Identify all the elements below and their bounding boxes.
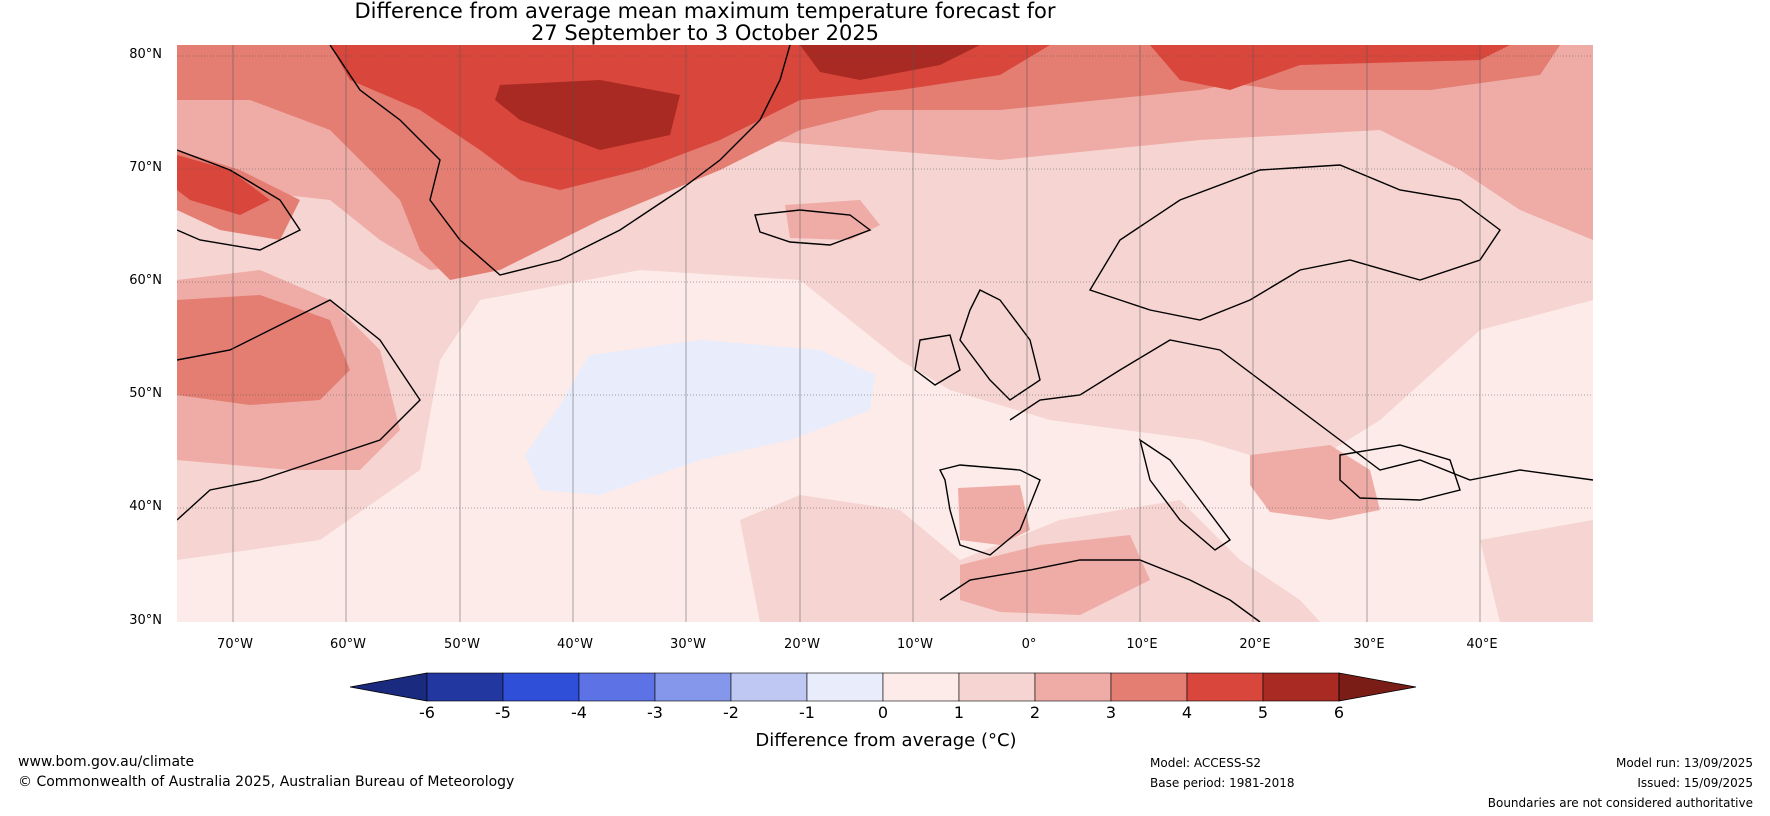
lon-label-20e: 20°E xyxy=(1239,637,1271,652)
colorbar-bin xyxy=(730,672,808,702)
lat-label-40n: 40°N xyxy=(129,499,162,514)
colorbar-tick: 1 xyxy=(953,703,965,722)
colorbar-bin xyxy=(578,672,656,702)
greenland-warm xyxy=(330,45,1050,190)
colorbar-tick: -6 xyxy=(419,703,435,722)
lat-label-70n: 70°N xyxy=(129,160,162,175)
gridlines xyxy=(177,55,1593,509)
north-africa-warm xyxy=(960,535,1150,615)
iceland-coast xyxy=(754,209,872,246)
labrador-warm xyxy=(177,295,350,405)
model-text: Model: ACCESS-S2 xyxy=(1150,756,1262,770)
colorbar-bin xyxy=(1034,672,1112,702)
ireland-coast xyxy=(914,334,961,386)
colorbar-bin xyxy=(502,672,580,702)
lon-label-10e: 10°E xyxy=(1126,637,1158,652)
balkans-warm xyxy=(1250,445,1380,520)
colorbar-bin xyxy=(654,672,732,702)
disclaimer-text: Boundaries are not considered authoritat… xyxy=(1487,796,1753,810)
baffin-coast xyxy=(177,149,302,251)
colorbar-tick: -3 xyxy=(647,703,663,722)
colorbar-bin xyxy=(1262,672,1340,702)
italy-coast xyxy=(1138,438,1232,551)
copyright-text: © Commonwealth of Australia 2025, Austra… xyxy=(18,774,515,790)
lon-label-70w: 70°W xyxy=(217,637,253,652)
lat-label-30n: 30°N xyxy=(129,613,162,628)
lat-label-50n: 50°N xyxy=(129,386,162,401)
website-link[interactable]: www.bom.gov.au/climate xyxy=(18,754,195,770)
lat-label-60n: 60°N xyxy=(129,273,162,288)
colorbar-bin xyxy=(958,672,1036,702)
colorbar-bin xyxy=(1110,672,1188,702)
colorbar-bin xyxy=(426,672,504,702)
iceland-warm xyxy=(785,200,880,240)
lon-label-40w: 40°W xyxy=(557,637,593,652)
colorbar-label: Difference from average (°C) xyxy=(755,730,1017,751)
europe-coast xyxy=(1009,339,1593,481)
issued-text: Issued: 15/09/2025 xyxy=(1637,776,1753,790)
colorbar-tick: 6 xyxy=(1333,703,1345,722)
colorbar-tick: 4 xyxy=(1181,703,1193,722)
lon-label-20w: 20°W xyxy=(784,637,820,652)
colorbar-tick: 3 xyxy=(1105,703,1117,722)
colorbar-low-extend xyxy=(350,672,428,702)
colorbar-tick: 5 xyxy=(1257,703,1269,722)
british-isles-coast xyxy=(959,289,1041,401)
black-sea-coast xyxy=(1339,444,1461,501)
colorbar-bin xyxy=(882,672,960,702)
iberia-coast xyxy=(938,464,1041,556)
colorbar-tick: -5 xyxy=(495,703,511,722)
lon-label-0: 0° xyxy=(1021,637,1037,652)
colorbar-bin xyxy=(806,672,884,702)
colorbar xyxy=(350,672,1417,702)
colorbar-tick: 0 xyxy=(877,703,889,722)
canada-coast xyxy=(177,299,421,521)
lon-label-30w: 30°W xyxy=(670,637,706,652)
lon-label-50w: 50°W xyxy=(444,637,480,652)
model-run-text: Model run: 13/09/2025 xyxy=(1615,756,1753,770)
lon-label-30e: 30°E xyxy=(1353,637,1385,652)
colorbar-tick: -2 xyxy=(723,703,739,722)
baffin-band-4-5 xyxy=(177,155,270,215)
colorbar-bin xyxy=(1186,672,1264,702)
north-atlantic-cool-patch xyxy=(525,340,875,495)
north-africa-coast xyxy=(939,559,1261,622)
svalbard-peak xyxy=(800,45,980,80)
lon-label-60w: 60°W xyxy=(330,637,366,652)
lon-label-10w: 10°W xyxy=(897,637,933,652)
colorbar-tick: -4 xyxy=(571,703,587,722)
map-title-line-1: Difference from average mean maximum tem… xyxy=(354,0,1056,23)
greenland-coast xyxy=(329,45,791,276)
iberia-warm xyxy=(958,485,1030,545)
lat-label-80n: 80°N xyxy=(129,47,162,62)
greenland-peak xyxy=(495,80,680,150)
base-period-text: Base period: 1981-2018 xyxy=(1150,776,1295,790)
anomaly-band-1-2-east xyxy=(1480,520,1593,622)
colorbar-tick: 2 xyxy=(1029,703,1041,722)
map-title-line-2: 27 September to 3 October 2025 xyxy=(530,21,880,45)
colorbar-tick: -1 xyxy=(799,703,815,722)
meridians xyxy=(232,45,1481,622)
colorbar-high-extend xyxy=(1338,672,1417,702)
lon-label-40e: 40°E xyxy=(1466,637,1498,652)
